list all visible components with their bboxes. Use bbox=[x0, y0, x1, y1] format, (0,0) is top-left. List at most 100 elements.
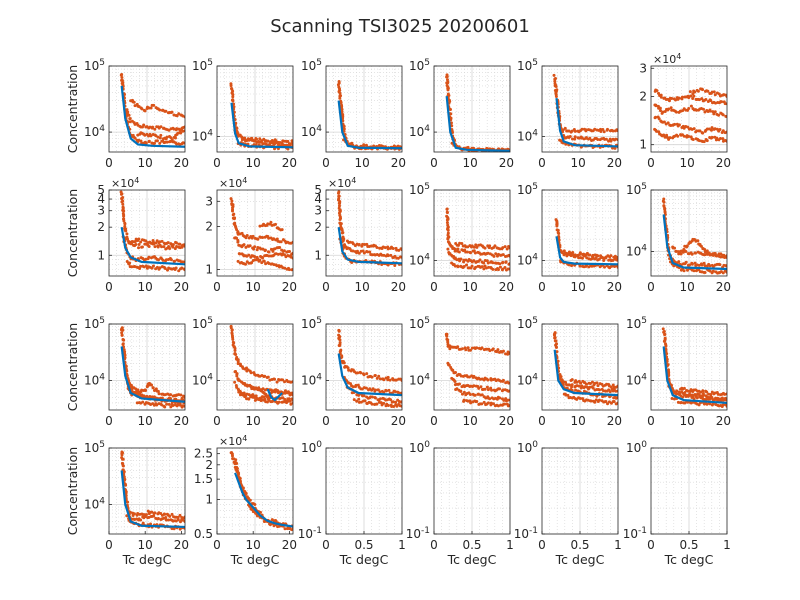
data-point bbox=[283, 266, 287, 270]
data-point bbox=[362, 251, 366, 255]
data-point bbox=[475, 346, 479, 350]
data-point bbox=[446, 247, 450, 251]
data-point bbox=[162, 245, 166, 249]
data-point bbox=[375, 376, 379, 380]
data-point bbox=[670, 96, 674, 100]
data-point bbox=[178, 513, 182, 517]
data-point bbox=[476, 392, 480, 396]
data-point bbox=[153, 245, 157, 249]
data-point bbox=[144, 389, 148, 393]
x-tick-label: 20 bbox=[174, 414, 189, 428]
y-tick-label: 105 bbox=[192, 316, 213, 331]
data-point bbox=[480, 265, 484, 269]
data-point bbox=[506, 398, 510, 402]
y-tick-label: 1 bbox=[97, 248, 105, 262]
data-point bbox=[701, 131, 705, 135]
data-point bbox=[677, 393, 681, 397]
data-point bbox=[445, 218, 449, 222]
data-point bbox=[579, 381, 583, 385]
data-point bbox=[668, 136, 672, 140]
data-point bbox=[370, 375, 374, 379]
data-point bbox=[232, 212, 236, 216]
data-point bbox=[350, 141, 354, 145]
data-point bbox=[279, 240, 283, 244]
data-point bbox=[493, 244, 497, 248]
x-axis-label: Tc degC bbox=[230, 552, 280, 567]
data-point bbox=[151, 395, 155, 399]
y-tick-label: 1 bbox=[314, 248, 322, 262]
data-marks bbox=[229, 324, 293, 406]
x-tick-label: 0 bbox=[105, 280, 113, 294]
y-tick-label: 105 bbox=[301, 316, 322, 331]
data-point bbox=[178, 527, 182, 531]
data-point bbox=[445, 221, 449, 225]
data-point bbox=[121, 202, 125, 206]
data-point bbox=[677, 260, 681, 264]
data-point bbox=[354, 383, 358, 387]
data-point bbox=[255, 397, 259, 401]
data-point bbox=[604, 399, 608, 403]
data-point bbox=[338, 349, 342, 353]
data-point bbox=[235, 467, 239, 471]
x-tick-label: 0 bbox=[538, 280, 546, 294]
data-point bbox=[486, 388, 490, 392]
data-point bbox=[663, 332, 667, 336]
data-point bbox=[121, 81, 125, 85]
data-point bbox=[165, 135, 169, 139]
x-tick-label: 20 bbox=[391, 280, 406, 294]
data-point bbox=[363, 242, 367, 246]
data-point bbox=[169, 258, 173, 262]
data-point bbox=[708, 402, 712, 406]
data-point bbox=[472, 374, 476, 378]
y-tick-label: 100 bbox=[626, 440, 647, 455]
data-point bbox=[283, 527, 287, 531]
data-point bbox=[238, 133, 242, 137]
data-point bbox=[710, 135, 714, 139]
data-point bbox=[149, 106, 153, 110]
axes-frame bbox=[433, 65, 511, 153]
data-point bbox=[132, 100, 136, 104]
x-tick-label: 10 bbox=[463, 280, 478, 294]
data-point bbox=[278, 246, 282, 250]
data-point bbox=[158, 108, 162, 112]
data-point bbox=[128, 510, 132, 514]
x-tick-label: 10 bbox=[680, 156, 695, 170]
data-point bbox=[156, 135, 160, 139]
x-tick-label: 20 bbox=[499, 414, 514, 428]
data-point bbox=[588, 385, 592, 389]
data-point bbox=[446, 338, 450, 342]
data-point bbox=[721, 398, 725, 402]
data-point bbox=[462, 398, 466, 402]
data-marks bbox=[119, 72, 185, 148]
data-point bbox=[480, 402, 484, 406]
data-point bbox=[689, 94, 693, 98]
data-point bbox=[483, 387, 487, 391]
data-point bbox=[708, 109, 712, 113]
subplot-r3-c2: 104 105 0 10 20 bbox=[192, 316, 297, 428]
data-point bbox=[464, 348, 468, 352]
fit-line-series bbox=[120, 470, 185, 529]
x-tick-label: 20 bbox=[607, 156, 622, 170]
data-point bbox=[604, 137, 608, 141]
data-point bbox=[395, 248, 399, 252]
x-tick-label: 20 bbox=[282, 538, 297, 552]
y-tick-label: 2 bbox=[205, 458, 213, 472]
data-point bbox=[697, 139, 701, 143]
data-point bbox=[244, 236, 248, 240]
data-point bbox=[469, 401, 473, 405]
data-point bbox=[370, 395, 374, 399]
data-point bbox=[252, 395, 256, 399]
data-point bbox=[393, 264, 397, 268]
x-tick-label: 10 bbox=[680, 414, 695, 428]
y-tick-label: 105 bbox=[626, 316, 647, 331]
x-tick-label: 20 bbox=[282, 414, 297, 428]
y-axis-label: Concentration bbox=[65, 65, 80, 153]
figure-title: Scanning TSI3025 20200601 bbox=[270, 16, 530, 37]
data-point bbox=[692, 127, 696, 131]
x-tick-label: 0 bbox=[213, 156, 221, 170]
data-marks bbox=[661, 197, 727, 275]
data-point bbox=[466, 346, 470, 350]
data-point bbox=[125, 108, 129, 112]
data-point bbox=[677, 123, 681, 127]
data-point bbox=[178, 242, 182, 246]
